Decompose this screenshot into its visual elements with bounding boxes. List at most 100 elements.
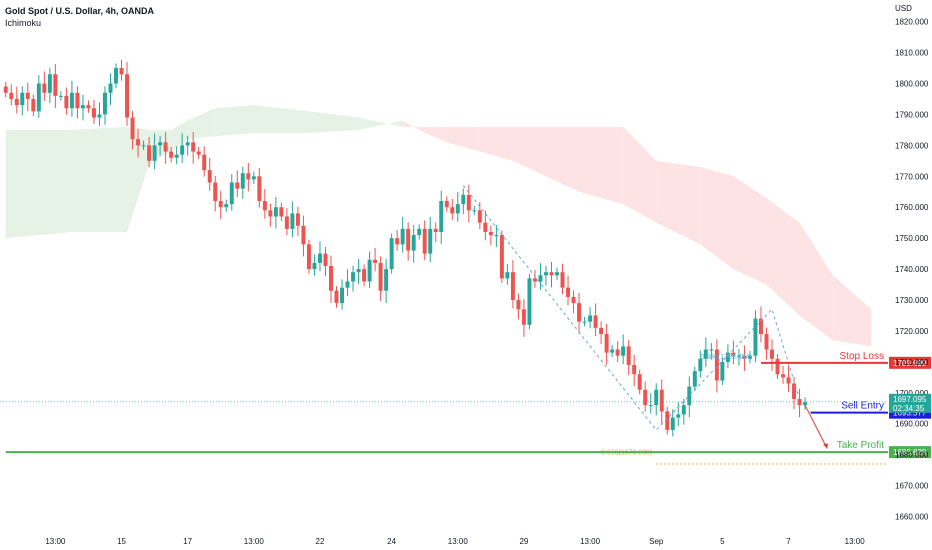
x-tick-label: 24 bbox=[387, 537, 396, 546]
candle-bullish bbox=[317, 253, 322, 263]
candle-bearish bbox=[643, 389, 648, 406]
candle-bullish bbox=[345, 281, 350, 288]
y-tick-label: 1780.000 bbox=[895, 141, 929, 150]
candle-bullish bbox=[384, 269, 389, 291]
candle-bullish bbox=[400, 228, 405, 245]
currency-label: USD bbox=[895, 4, 912, 13]
candle-bullish bbox=[543, 272, 548, 276]
cloud-bullish-segment bbox=[215, 105, 254, 137]
y-tick-label: 1790.000 bbox=[895, 110, 929, 119]
candle-bearish bbox=[284, 216, 289, 229]
x-tick-label: 15 bbox=[117, 537, 126, 546]
candle-bullish bbox=[439, 201, 444, 232]
candle-bearish bbox=[626, 346, 631, 365]
candle-bearish bbox=[147, 145, 152, 161]
x-tick-label: 7 bbox=[786, 537, 791, 546]
candle-bullish bbox=[538, 275, 543, 282]
candle-bullish bbox=[703, 349, 708, 359]
candle-bearish bbox=[3, 86, 8, 93]
candle-bullish bbox=[494, 235, 499, 237]
candle-bullish bbox=[803, 402, 808, 406]
cloud-bearish-segment bbox=[402, 120, 425, 133]
candle-bearish bbox=[301, 225, 306, 245]
candle-bearish bbox=[9, 92, 14, 99]
candle-bullish bbox=[698, 358, 703, 372]
candle-bearish bbox=[488, 231, 493, 236]
y-tick-label: 1820.000 bbox=[895, 18, 929, 27]
candle-bullish bbox=[58, 95, 63, 97]
candle-bullish bbox=[461, 194, 466, 205]
x-tick-label: 13:00 bbox=[448, 537, 469, 546]
candle-bearish bbox=[119, 68, 124, 75]
candle-bearish bbox=[665, 411, 670, 430]
candle-bullish bbox=[240, 173, 245, 189]
candle-bearish bbox=[483, 222, 488, 232]
candle-bullish bbox=[102, 92, 107, 115]
candle-bearish bbox=[731, 352, 736, 356]
cloud-bearish-segment bbox=[512, 126, 546, 177]
y-tick-label: 1810.000 bbox=[895, 49, 929, 58]
candle-bearish bbox=[362, 269, 367, 282]
candle-bullish bbox=[676, 414, 681, 418]
candle-bullish bbox=[582, 321, 587, 323]
candle-bearish bbox=[615, 349, 620, 356]
candle-bearish bbox=[604, 334, 609, 353]
current-price-tag bbox=[889, 393, 931, 413]
x-tick-label: 13:00 bbox=[580, 537, 601, 546]
candle-bearish bbox=[764, 334, 769, 350]
candle-bullish bbox=[610, 349, 615, 353]
candle-bearish bbox=[395, 238, 400, 245]
candle-bearish bbox=[262, 201, 267, 211]
candle-bearish bbox=[295, 213, 300, 226]
candle-bullish bbox=[411, 235, 416, 251]
candle-bearish bbox=[797, 399, 802, 406]
candle-bearish bbox=[571, 296, 576, 304]
candle-bearish bbox=[31, 98, 36, 112]
candle-bullish bbox=[114, 68, 118, 84]
y-tick-label: 1800.000 bbox=[895, 80, 929, 89]
cloud-bearish-segment bbox=[545, 126, 580, 192]
candle-bullish bbox=[621, 346, 626, 356]
candle-bearish bbox=[373, 259, 378, 263]
candle-bullish bbox=[472, 210, 477, 212]
candle-bearish bbox=[549, 272, 554, 276]
candle-bearish bbox=[637, 374, 642, 390]
stop-loss-price-tag bbox=[889, 356, 931, 369]
cloud-bearish-segment bbox=[799, 222, 833, 341]
cloud-bearish-segment bbox=[656, 160, 701, 245]
candle-bearish bbox=[758, 318, 763, 335]
candle-bullish bbox=[505, 272, 510, 279]
candle-bullish bbox=[180, 145, 185, 155]
candle-bearish bbox=[86, 105, 91, 109]
candle-bullish bbox=[80, 105, 85, 109]
cloud-bearish-segment bbox=[623, 126, 657, 223]
candle-bearish bbox=[213, 182, 218, 202]
indicator-label[interactable]: Ichimoku bbox=[5, 18, 42, 28]
candle-bullish bbox=[224, 204, 229, 208]
candle-bullish bbox=[692, 371, 697, 387]
overlay: 0.886(1709.454) 0.618(1678.289) Stop Loss 1… bbox=[0, 185, 931, 465]
candle-bearish bbox=[329, 266, 333, 291]
candle-bearish bbox=[516, 300, 521, 310]
current-price-text: 1697.095 bbox=[893, 395, 927, 404]
candle-bearish bbox=[202, 154, 207, 171]
candle-bearish bbox=[521, 309, 526, 325]
candle-bullish bbox=[312, 262, 317, 270]
candle-bearish bbox=[560, 272, 565, 288]
target-arrow bbox=[804, 404, 828, 449]
y-tick-label: 1750.000 bbox=[895, 234, 929, 243]
candle-bearish bbox=[566, 287, 571, 297]
candle-bearish bbox=[477, 210, 482, 223]
candle-bearish bbox=[378, 262, 383, 291]
candle-bearish bbox=[444, 201, 449, 208]
stop-loss-label: Stop Loss bbox=[840, 351, 884, 362]
fib-label: 0.886(1709.454) bbox=[700, 354, 751, 361]
candle-bearish bbox=[130, 117, 135, 140]
candle-bullish bbox=[670, 417, 675, 430]
candle-bullish bbox=[527, 278, 532, 325]
cloud-bullish-segment bbox=[253, 105, 309, 133]
candle-bullish bbox=[174, 154, 179, 158]
candle-bearish bbox=[433, 228, 438, 232]
y-tick-label: 1730.000 bbox=[895, 296, 929, 305]
